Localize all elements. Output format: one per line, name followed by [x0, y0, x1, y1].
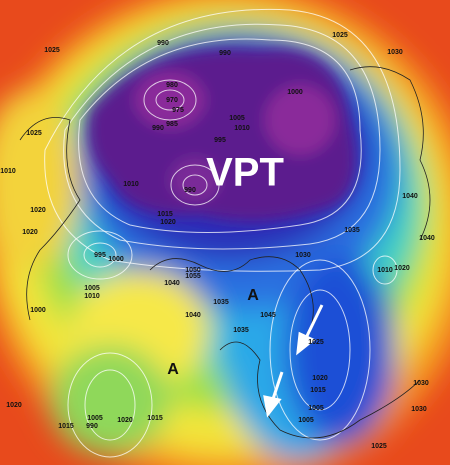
isobar-label: 970 — [166, 97, 178, 104]
high-marker: A — [247, 287, 259, 304]
isobar-label: 1025 — [308, 339, 324, 346]
isobar-label: 1025 — [371, 443, 387, 450]
wind-arrows — [263, 304, 324, 418]
isobar-label: 1035 — [213, 299, 229, 306]
isobar-label: 1015 — [310, 387, 326, 394]
isobar-label: 995 — [214, 137, 226, 144]
isobar-label: 1005 — [298, 417, 314, 424]
isobar-label: 1015 — [58, 423, 74, 430]
isobar-label: 1020 — [312, 375, 328, 382]
high-marker: A — [167, 361, 179, 378]
isobar-label: 1020 — [394, 265, 410, 272]
watermark: VPT — [206, 151, 284, 195]
isobar-label: 975 — [172, 107, 184, 114]
isobar-label: 1020 — [30, 207, 46, 214]
isobar-label: 990 — [157, 40, 169, 47]
isobar-label: 1030 — [413, 380, 429, 387]
isobar-label: 1010 — [377, 267, 393, 274]
isobar-label: 1005 — [84, 285, 100, 292]
isobar-label: 1030 — [411, 406, 427, 413]
isobar-label: 1035 — [233, 327, 249, 334]
isobar-label: 1010 — [0, 168, 16, 175]
isobar-label: 990 — [152, 125, 164, 132]
isobar-label: 1045 — [260, 312, 276, 319]
isobar-label: 1015 — [147, 415, 163, 422]
isobar-label: 1050 — [185, 267, 201, 274]
isobar-label: 1010 — [123, 181, 139, 188]
isobar-label: 1000 — [287, 89, 303, 96]
isobar-label: 1030 — [295, 252, 311, 259]
isobar-labels: 1025990990102510309809709759859909951000… — [0, 32, 435, 450]
isobar-label: 1025 — [26, 130, 42, 137]
isobar-label: 1010 — [84, 293, 100, 300]
isobar-label: 1035 — [344, 227, 360, 234]
isobar-label: 1005 — [229, 115, 245, 122]
isobar-label: 1020 — [6, 402, 22, 409]
isobar-label: 1020 — [22, 229, 38, 236]
isobars — [44, 8, 401, 458]
isobar-label: 1005 — [87, 415, 103, 422]
isobar-label: 1000 — [108, 256, 124, 263]
isobar-label: 1055 — [185, 273, 201, 280]
isobar-label: 990 — [86, 423, 98, 430]
isobar-label: 1020 — [160, 219, 176, 226]
isobar-label: 1015 — [157, 211, 173, 218]
isobar-label: 1020 — [117, 417, 133, 424]
isobar-label: 980 — [166, 82, 178, 89]
isobar-label: 990 — [184, 187, 196, 194]
isobar-label: 1005 — [308, 405, 324, 412]
isobar-label: 1040 — [185, 312, 201, 319]
isobar-label: 1025 — [332, 32, 348, 39]
isobar-label: 1025 — [44, 47, 60, 54]
isobar-label: 995 — [94, 252, 106, 259]
isobar-label: 1040 — [402, 193, 418, 200]
isobar-label: 1010 — [234, 125, 250, 132]
isobar-label: 1000 — [30, 307, 46, 314]
coastlines — [19, 66, 431, 439]
isobar-label: 1040 — [419, 235, 435, 242]
isobar-label: 1040 — [164, 280, 180, 287]
isobar-label: 990 — [219, 50, 231, 57]
isobar-label: 985 — [166, 121, 178, 128]
isobar-label: 1030 — [387, 49, 403, 56]
